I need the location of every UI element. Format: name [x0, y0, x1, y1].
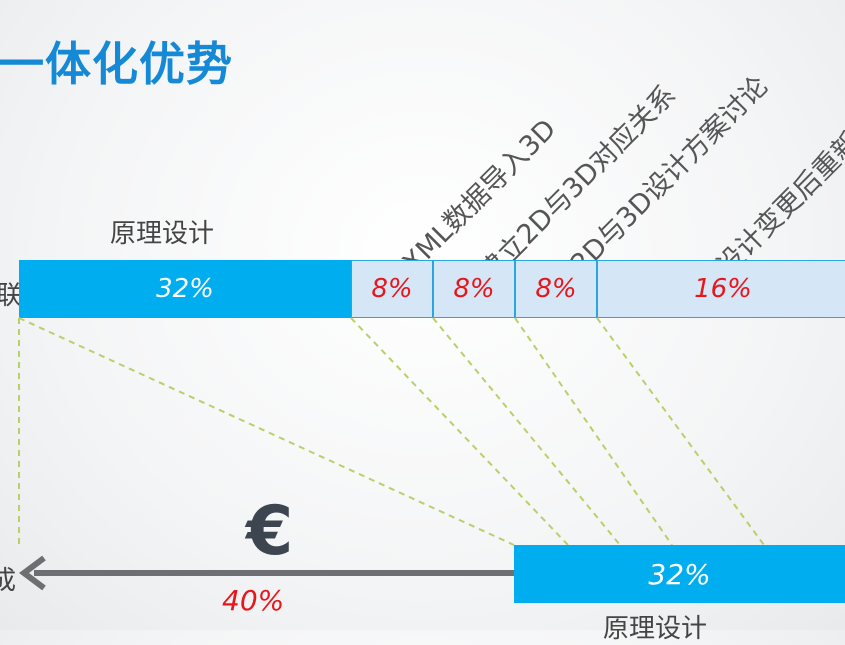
page-title: 一体化优势	[0, 37, 233, 91]
euro-icon: €	[246, 492, 294, 571]
dashed-line-change	[596, 317, 765, 546]
segment-xml-import: 8%	[351, 260, 433, 318]
left-label-bottom: 成	[0, 566, 17, 596]
bottom-result-label: 原理设计	[603, 614, 708, 644]
dashed-line-main	[18, 317, 515, 546]
dashed-line-xml	[350, 317, 569, 546]
dashed-line-mapping	[432, 317, 621, 546]
savings-percent: 40%	[222, 584, 285, 617]
segment-schematic-design: 32%	[19, 260, 351, 318]
segment-2d-3d-discussion: 8%	[515, 260, 597, 318]
segment-2d-3d-mapping: 8%	[433, 260, 515, 318]
connector-lines	[18, 317, 765, 591]
dashed-line-discussion	[514, 317, 673, 546]
bottom-result-box: 32%	[514, 545, 845, 603]
left-label-top: 联	[0, 281, 23, 311]
savings-arrow-head-icon	[19, 555, 46, 591]
top-row-label: 原理设计	[110, 219, 215, 249]
segment-design-change: 16%	[597, 260, 845, 318]
